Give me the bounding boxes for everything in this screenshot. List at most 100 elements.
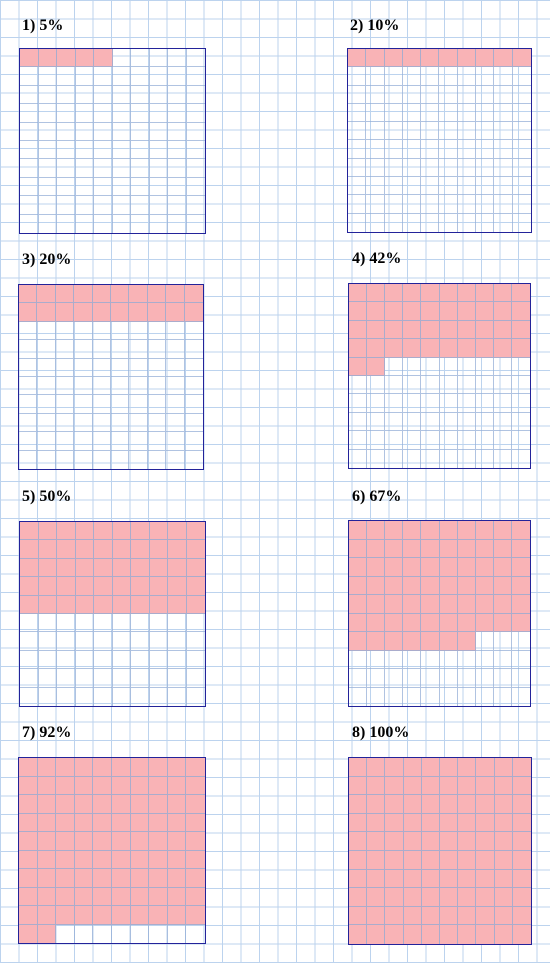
grid-cell bbox=[403, 650, 422, 669]
grid-cell bbox=[402, 140, 422, 159]
grid-cell bbox=[384, 85, 403, 104]
grid-cell bbox=[439, 412, 458, 432]
grid-cell bbox=[168, 104, 187, 123]
shaded-cell bbox=[130, 776, 150, 795]
grid-cell bbox=[129, 450, 148, 469]
shaded-cell bbox=[93, 887, 112, 906]
shaded-cell bbox=[494, 776, 513, 796]
grid-cell bbox=[348, 122, 367, 141]
shaded-cell bbox=[74, 758, 94, 777]
grid-cell bbox=[458, 687, 476, 706]
shaded-cell bbox=[112, 522, 131, 541]
shaded-cell bbox=[421, 49, 440, 68]
shaded-cell bbox=[494, 925, 513, 944]
grid-cell bbox=[402, 122, 422, 141]
shaded-cell bbox=[112, 813, 131, 832]
grid-cell bbox=[129, 321, 148, 341]
grid-cell bbox=[57, 650, 76, 670]
grid-cell bbox=[457, 140, 477, 159]
shaded-cell bbox=[512, 869, 531, 889]
percent-grid-3 bbox=[18, 284, 204, 470]
grid-cell bbox=[94, 85, 113, 105]
shaded-cell bbox=[167, 758, 187, 777]
grid-cell bbox=[457, 67, 477, 86]
grid-cell bbox=[38, 85, 57, 105]
grid-cell bbox=[184, 359, 203, 377]
shaded-cell bbox=[37, 776, 57, 795]
grid-cell bbox=[475, 394, 494, 413]
shaded-cell bbox=[493, 339, 512, 358]
shaded-cell bbox=[94, 522, 113, 541]
grid-cell bbox=[421, 195, 440, 214]
shaded-cell bbox=[149, 540, 168, 559]
grid-cell bbox=[385, 357, 404, 376]
grid-cell bbox=[75, 196, 94, 215]
shaded-cell bbox=[457, 539, 476, 558]
grid-cell bbox=[38, 140, 57, 160]
shaded-cell bbox=[74, 850, 94, 869]
shaded-cell bbox=[38, 577, 57, 596]
shaded-cell bbox=[74, 303, 93, 322]
grid-cell bbox=[131, 67, 150, 86]
grid-cell bbox=[166, 358, 185, 377]
shaded-cell bbox=[403, 539, 422, 558]
shaded-cell bbox=[367, 795, 386, 814]
shaded-cell bbox=[37, 832, 57, 851]
grid-cell bbox=[38, 159, 57, 178]
grid-cell bbox=[186, 178, 205, 197]
grid-cell bbox=[421, 412, 440, 432]
shaded-cell bbox=[494, 851, 513, 870]
shaded-cell bbox=[149, 813, 168, 832]
grid-cell bbox=[385, 431, 404, 450]
shaded-cell bbox=[93, 758, 112, 777]
grid-cell bbox=[112, 159, 131, 178]
shaded-cell bbox=[130, 795, 150, 814]
shaded-cell bbox=[112, 795, 131, 814]
grid-cell bbox=[112, 650, 131, 670]
grid-cell bbox=[402, 158, 422, 178]
shaded-cell bbox=[186, 776, 205, 795]
shaded-cell bbox=[511, 521, 530, 540]
grid-cell bbox=[147, 376, 167, 396]
grid-cell bbox=[493, 412, 512, 432]
shaded-cell bbox=[511, 302, 530, 321]
shaded-cell bbox=[168, 577, 187, 596]
shaded-cell bbox=[421, 851, 440, 870]
grid-cell bbox=[384, 67, 403, 86]
shaded-cell bbox=[511, 320, 530, 340]
shaded-cell bbox=[403, 813, 422, 833]
shaded-cell bbox=[457, 284, 476, 303]
grid-cell bbox=[349, 449, 368, 468]
shaded-cell bbox=[149, 558, 168, 578]
grid-cell bbox=[184, 395, 203, 414]
grid-cell bbox=[439, 375, 458, 395]
grid-cell bbox=[476, 122, 495, 141]
shaded-cell bbox=[349, 888, 368, 907]
shaded-cell bbox=[74, 887, 94, 906]
shaded-cell bbox=[511, 595, 530, 614]
grid-cell bbox=[511, 358, 530, 376]
shaded-cell bbox=[493, 613, 512, 632]
grid-cell bbox=[129, 376, 148, 396]
grid-cell bbox=[385, 412, 404, 432]
grid-cell bbox=[476, 449, 494, 468]
shaded-cell bbox=[457, 613, 476, 632]
grid-cell bbox=[421, 103, 440, 123]
grid-cell bbox=[166, 376, 185, 396]
grid-cell bbox=[512, 140, 531, 159]
shaded-cell bbox=[439, 558, 458, 577]
shaded-cell bbox=[367, 595, 386, 614]
shaded-cell bbox=[57, 577, 76, 596]
shaded-cell bbox=[57, 558, 76, 578]
grid-cell bbox=[37, 413, 56, 433]
shaded-cell bbox=[19, 813, 38, 832]
grid-cell bbox=[457, 412, 476, 432]
grid-cell bbox=[19, 376, 38, 396]
grid-cell bbox=[131, 687, 150, 706]
grid-cell bbox=[94, 104, 113, 123]
shaded-cell bbox=[37, 285, 56, 304]
grid-cell bbox=[384, 195, 403, 214]
grid-cell bbox=[421, 650, 440, 669]
grid-cell bbox=[421, 85, 440, 104]
shaded-cell bbox=[476, 49, 495, 68]
